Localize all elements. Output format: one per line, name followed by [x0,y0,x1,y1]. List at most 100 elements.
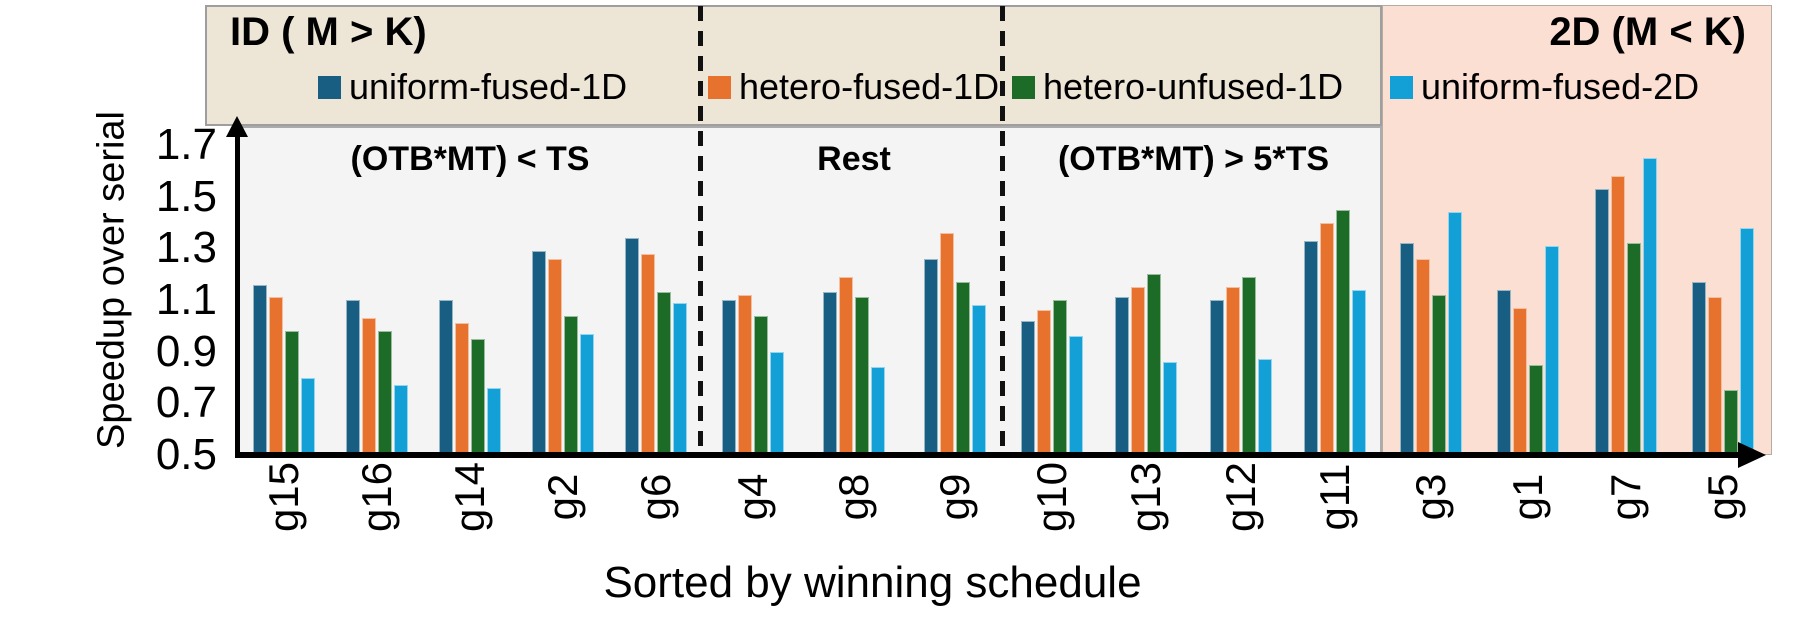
bar-uniform-fused-2D-g15 [300,377,315,455]
bar-section-1: g15 g16 g14 g2 g6 [237,145,703,532]
bar-hetero-unfused-1D-g4 [754,315,769,455]
bar-uniform-fused-2D-g13 [1163,362,1178,455]
y-tick-1.7: 1.7 [155,120,217,169]
bar-hetero-fused-1D-g10 [1037,310,1052,455]
y-axis-arrow-icon [226,116,248,137]
legend-swatch-hetero-unfused-1d-icon [1012,75,1035,99]
bar-hetero-fused-1D-g8 [838,276,853,455]
region-2d-panel [1382,5,1772,455]
section-label-rest: Rest [817,140,891,178]
bar-uniform-fused-1D-g5 [1692,281,1707,455]
bar-uniform-fused-1D-g1 [1497,289,1512,455]
y-tick-0.9: 0.9 [155,326,217,376]
bar-cluster-g1: g1 [1497,245,1560,520]
bar-cluster-g2: g2 [532,250,595,520]
x-axis [235,452,1740,458]
bar-hetero-unfused-1D-g12 [1241,276,1256,455]
bar-uniform-fused-2D-g9 [971,305,986,455]
bar-hetero-fused-1D-g16 [361,318,376,455]
bar-uniform-fused-2D-g10 [1069,336,1084,455]
bar-uniform-fused-1D-g3 [1399,243,1414,455]
bar-hetero-fused-1D-g11 [1319,222,1334,455]
bar-cluster-g6: g6 [625,238,688,520]
region-1d-panel [205,5,1382,126]
legend-label: hetero-unfused-1D [1043,66,1344,107]
bar-hetero-fused-1D-g3 [1415,258,1430,455]
y-tick-labels: 0.5 0.7 0.9 1.1 1.3 1.5 1.7 [125,0,217,621]
bar-hetero-unfused-1D-g16 [377,331,392,455]
bar-hetero-fused-1D-g9 [939,232,954,455]
bar-hetero-fused-1D-g1 [1513,307,1528,455]
bar-hetero-unfused-1D-g13 [1147,274,1162,455]
bar-cluster-g12: g12 [1209,276,1272,532]
legend-item-hetero-unfused-1d: hetero-unfused-1D [1012,67,1343,107]
bar-cluster-g13: g13 [1115,274,1178,532]
x-axis-arrow-icon [1738,442,1766,468]
y-tick-1.5: 1.5 [155,171,217,221]
bar-cluster-g11: g11 [1303,209,1366,530]
bar-cluster-g7: g7 [1594,157,1657,520]
y-tick-1.1: 1.1 [155,275,217,324]
bar-hetero-unfused-1D-g10 [1053,300,1068,455]
y-axis [235,132,240,455]
bar-uniform-fused-2D-g6 [673,302,688,455]
y-tick-0.7: 0.7 [155,378,217,428]
legend-label: hetero-fused-1D [739,66,1000,107]
region-1d-title: ID ( M > K) [230,10,427,54]
legend-label: uniform-fused-1D [349,66,628,107]
bar-hetero-fused-1D-g4 [738,294,753,455]
bar-section-4: g3 g1 g7 g5 [1382,145,1772,520]
bar-hetero-fused-1D-g7 [1610,176,1625,455]
bar-hetero-fused-1D-g6 [641,253,656,455]
bar-uniform-fused-1D-g8 [822,292,837,455]
legend-item-hetero-fused-1d: hetero-fused-1D [708,67,999,107]
bar-section-3: g10 g13 g12 g11 [1005,145,1382,532]
region-2d-title: 2D (M < K) [1549,10,1746,54]
y-tick-0.5: 0.5 [155,430,217,479]
bar-uniform-fused-1D-g9 [923,258,938,455]
section-label-otbmt-gt-5ts: (OTB*MT) > 5*TS [1057,140,1330,178]
bar-hetero-fused-1D-g2 [548,258,563,455]
bar-hetero-fused-1D-g14 [454,323,469,455]
bar-hetero-unfused-1D-g2 [564,315,579,455]
bar-uniform-fused-1D-g11 [1303,240,1318,455]
bar-cluster-g16: g16 [345,300,408,532]
bar-uniform-fused-1D-g10 [1021,320,1036,455]
bar-section-2: g4 g8 g9 [703,145,1005,520]
bar-uniform-fused-2D-g1 [1545,245,1560,455]
bar-cluster-g8: g8 [822,276,885,520]
bar-hetero-fused-1D-g13 [1131,287,1146,455]
bar-uniform-fused-1D-g14 [438,300,453,455]
bar-hetero-unfused-1D-g11 [1335,209,1350,455]
bar-cluster-g10: g10 [1021,300,1084,532]
bar-uniform-fused-1D-g15 [252,284,267,455]
y-axis-title: Speedup over serial [90,111,133,449]
bar-hetero-unfused-1D-g1 [1529,364,1544,455]
bar-hetero-unfused-1D-g8 [854,297,869,455]
bar-uniform-fused-1D-g4 [722,300,737,455]
bar-hetero-unfused-1D-g15 [284,331,299,455]
bar-cluster-g3: g3 [1399,212,1462,520]
legend-swatch-uniform-fused-2d-icon [1390,75,1413,99]
bar-hetero-fused-1D-g5 [1708,297,1723,455]
bar-hetero-unfused-1D-g6 [657,292,672,455]
bar-uniform-fused-2D-g16 [393,385,408,455]
bar-uniform-fused-1D-g13 [1115,297,1130,455]
bar-uniform-fused-2D-g14 [486,387,501,455]
bar-uniform-fused-1D-g16 [345,300,360,455]
legend-item-uniform-fused-1d: uniform-fused-1D [318,67,627,107]
bar-uniform-fused-2D-g4 [770,351,785,455]
bar-cluster-g9: g9 [923,232,986,520]
legend-label: uniform-fused-2D [1421,66,1700,107]
legend-item-uniform-fused-2d: uniform-fused-2D [1390,67,1699,107]
bar-uniform-fused-2D-g3 [1447,212,1462,455]
bar-uniform-fused-2D-g11 [1351,289,1366,455]
bar-cluster-g15: g15 [252,284,315,532]
bar-hetero-unfused-1D-g5 [1724,390,1739,455]
bar-uniform-fused-2D-g7 [1642,157,1657,455]
bar-cluster-g14: g14 [438,300,501,532]
bar-uniform-fused-2D-g12 [1257,359,1272,455]
bar-cluster-g4: g4 [722,294,785,520]
section-divider-1 [698,6,703,454]
